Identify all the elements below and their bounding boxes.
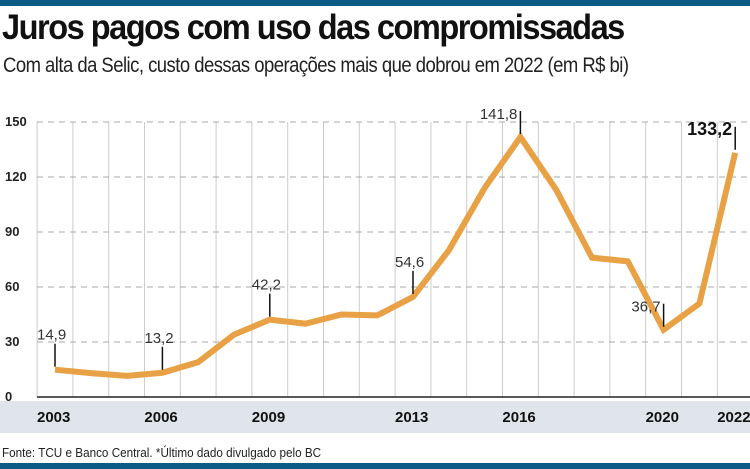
bottom-accent-bar bbox=[0, 463, 750, 469]
top-accent-bar bbox=[0, 0, 750, 6]
x-tick-label: 2022* bbox=[717, 409, 750, 426]
data-label: 14,9 bbox=[37, 327, 66, 344]
x-tick-label: 2016 bbox=[502, 409, 535, 426]
data-label: 42,2 bbox=[252, 277, 281, 294]
x-tick-label: 2020 bbox=[646, 409, 679, 426]
data-label: 36,7 bbox=[631, 299, 660, 316]
data-label: 54,6 bbox=[395, 254, 424, 271]
y-tick-label: 150 bbox=[5, 114, 27, 129]
series-line bbox=[54, 131, 739, 379]
data-label: 141,8 bbox=[480, 106, 518, 123]
y-tick-label: 90 bbox=[5, 224, 19, 239]
y-tick-label: 60 bbox=[5, 279, 19, 294]
source-note: Fonte: TCU e Banco Central. *Último dado… bbox=[2, 445, 322, 460]
y-tick-label: 0 bbox=[5, 389, 12, 404]
chart-subtitle: Com alta da Selic, custo dessas operaçõe… bbox=[3, 54, 629, 77]
chart-title: Juros pagos com uso das compromissadas bbox=[2, 8, 625, 47]
x-tick-label: 2009 bbox=[252, 409, 285, 426]
x-tick-label: 2006 bbox=[144, 409, 177, 426]
data-label: 13,2 bbox=[144, 330, 173, 347]
x-tick-label: 2013 bbox=[395, 409, 428, 426]
y-tick-label: 120 bbox=[5, 169, 27, 184]
x-tick-label: 2003 bbox=[37, 409, 70, 426]
x-axis-band bbox=[0, 401, 750, 433]
data-label: 133,2 bbox=[687, 119, 732, 139]
y-tick-label: 30 bbox=[5, 334, 19, 349]
